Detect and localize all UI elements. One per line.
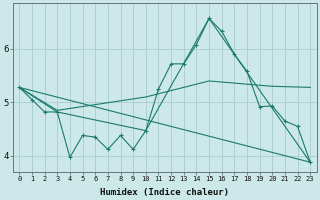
X-axis label: Humidex (Indice chaleur): Humidex (Indice chaleur)	[100, 188, 229, 197]
